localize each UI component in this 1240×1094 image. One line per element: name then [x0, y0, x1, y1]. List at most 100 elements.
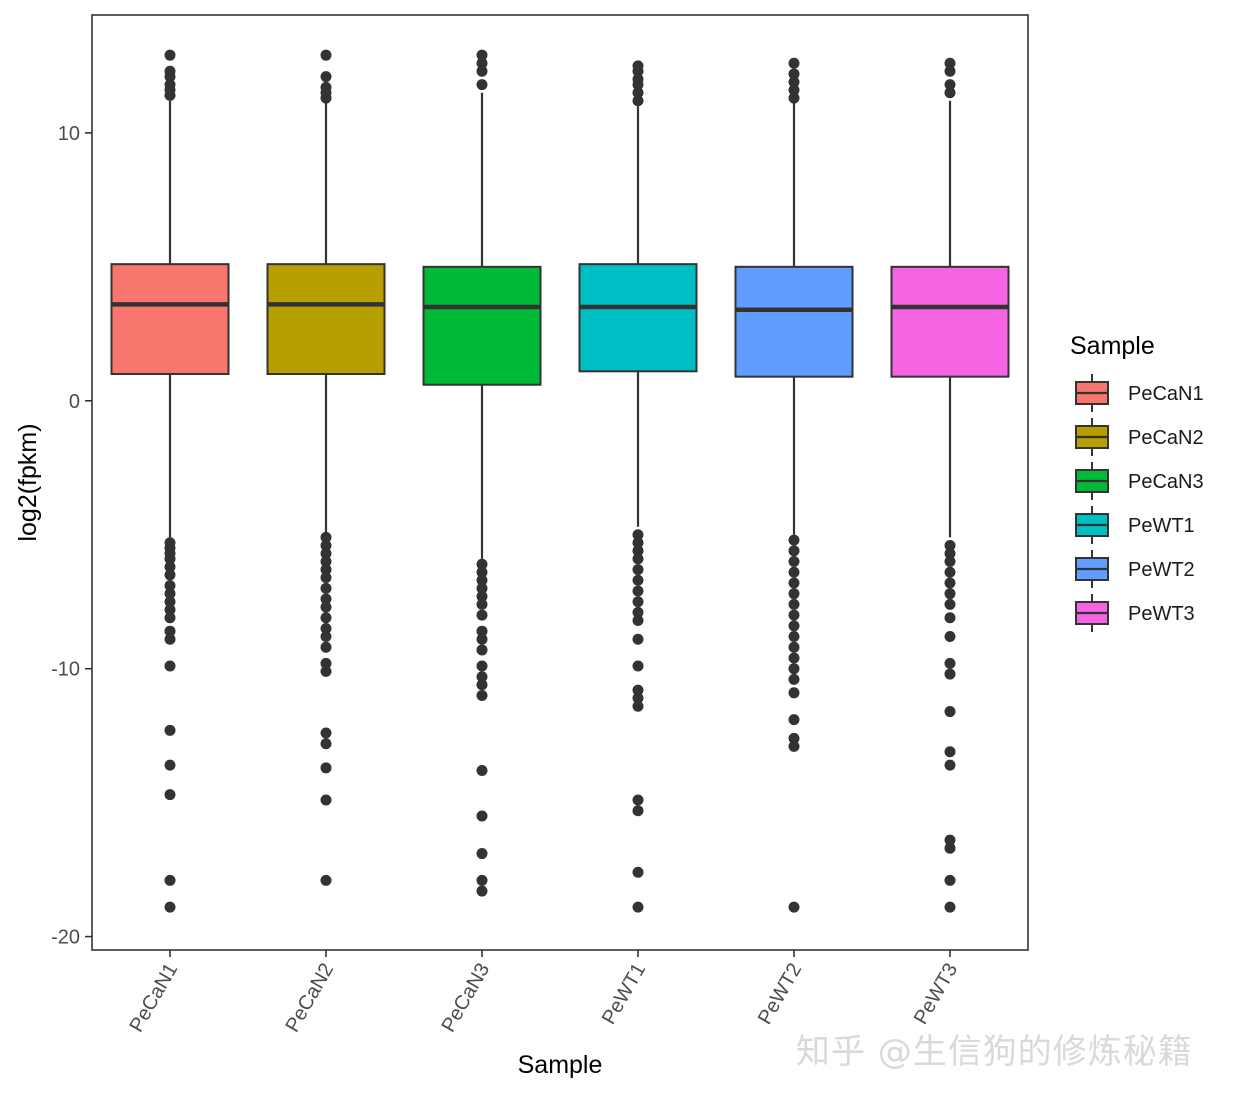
outlier-point	[632, 866, 644, 878]
outlier-point	[320, 582, 332, 594]
outlier-point	[632, 537, 644, 549]
outlier-point	[632, 73, 644, 85]
outlier-point	[164, 633, 176, 645]
outlier-point	[320, 727, 332, 739]
outlier-point	[632, 805, 644, 817]
outlier-point	[788, 577, 800, 589]
outlier-point	[944, 566, 956, 578]
outlier-point	[788, 556, 800, 568]
y-tick-label: -20	[51, 927, 80, 949]
outlier-point	[944, 657, 956, 669]
outlier-point	[476, 558, 488, 570]
legend-item-pewt2: PeWT2	[1075, 550, 1195, 588]
outlier-point	[632, 564, 644, 576]
outlier-point	[476, 609, 488, 621]
outlier-point	[320, 531, 332, 543]
legend-label: PeWT2	[1128, 559, 1195, 581]
outlier-point	[944, 631, 956, 643]
outlier-point	[788, 673, 800, 685]
outlier-point	[632, 692, 644, 704]
outlier-point	[320, 612, 332, 624]
outlier-point	[944, 87, 956, 99]
box-pewt2	[734, 57, 854, 913]
outlier-point	[632, 574, 644, 586]
outlier-point	[476, 810, 488, 822]
box-pewt3	[890, 57, 1010, 913]
outlier-point	[632, 545, 644, 557]
box-body	[266, 263, 386, 375]
y-tick-label: 10	[58, 123, 80, 145]
outlier-point	[476, 671, 488, 683]
outlier-point	[476, 566, 488, 578]
box-pecan3	[422, 49, 542, 897]
outlier-point	[164, 588, 176, 600]
outlier-point	[788, 76, 800, 88]
outlier-point	[788, 545, 800, 557]
outlier-point	[944, 588, 956, 600]
outlier-point	[944, 759, 956, 771]
outlier-point	[944, 598, 956, 610]
outlier-point	[320, 556, 332, 568]
outlier-point	[788, 566, 800, 578]
outlier-point	[476, 885, 488, 897]
outlier-point	[320, 641, 332, 653]
box-pewt1	[578, 60, 698, 913]
y-tick-label: -10	[51, 659, 80, 681]
outlier-point	[320, 49, 332, 61]
outlier-point	[320, 593, 332, 605]
watermark-text: 知乎 @生信狗的修炼秘籍	[796, 1032, 1193, 1072]
outlier-point	[788, 687, 800, 699]
outlier-point	[788, 588, 800, 600]
outlier-point	[632, 60, 644, 72]
outlier-point	[788, 57, 800, 69]
outlier-point	[164, 789, 176, 801]
outlier-point	[788, 68, 800, 80]
legend-item-pecan2: PeCaN2	[1075, 418, 1204, 456]
outlier-point	[632, 901, 644, 913]
outlier-point	[476, 765, 488, 777]
outlier-point	[320, 794, 332, 806]
outlier-point	[164, 561, 176, 573]
outlier-point	[164, 874, 176, 886]
outlier-point	[320, 547, 332, 559]
outlier-point	[164, 759, 176, 771]
legend-label: PeWT1	[1128, 515, 1195, 537]
outlier-point	[944, 612, 956, 624]
outlier-point	[320, 874, 332, 886]
outlier-point	[788, 714, 800, 726]
outlier-point	[320, 539, 332, 551]
outlier-point	[320, 762, 332, 774]
legend-item-pewt1: PeWT1	[1075, 506, 1195, 544]
legend-label: PeCaN3	[1128, 471, 1204, 493]
outlier-point	[788, 609, 800, 621]
outlier-point	[632, 614, 644, 626]
outlier-point	[320, 631, 332, 643]
outlier-point	[788, 663, 800, 675]
legend-item-pecan1: PeCaN1	[1075, 374, 1204, 412]
outlier-point	[944, 746, 956, 758]
outlier-point	[476, 874, 488, 886]
outlier-point	[632, 700, 644, 712]
outlier-point	[476, 57, 488, 69]
outlier-point	[476, 590, 488, 602]
outlier-point	[476, 644, 488, 656]
plot-panel-border	[91, 14, 1029, 951]
y-tick-label: 0	[69, 391, 80, 413]
outlier-point	[632, 633, 644, 645]
box-body	[890, 265, 1010, 378]
outlier-point	[164, 660, 176, 672]
outlier-point	[632, 529, 644, 541]
outlier-point	[632, 794, 644, 806]
outlier-point	[944, 668, 956, 680]
outlier-point	[788, 732, 800, 744]
outlier-point	[320, 71, 332, 83]
outlier-point	[476, 582, 488, 594]
outlier-point	[788, 534, 800, 546]
outlier-point	[788, 598, 800, 610]
outlier-point	[632, 553, 644, 565]
outlier-point	[164, 553, 176, 565]
y-axis-title: log2(fpkm)	[14, 423, 42, 541]
outlier-point	[944, 842, 956, 854]
outlier-point	[476, 49, 488, 61]
